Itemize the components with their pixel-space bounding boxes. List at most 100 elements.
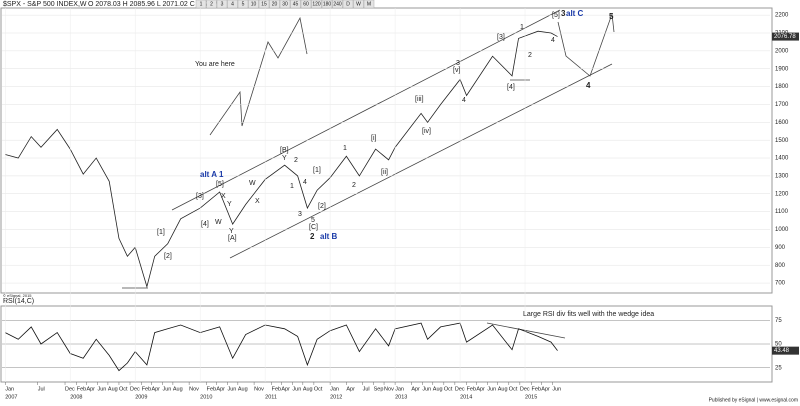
x-tick-label: Aug (108, 386, 118, 392)
interval-label[interactable]: M (367, 2, 371, 8)
interval-label[interactable]: D (346, 2, 350, 8)
symbol: $SPX - S&P 500 INDEX,W (3, 1, 87, 8)
y-tick-label: 1300 (775, 173, 789, 179)
x-tick-label: Jul (363, 386, 370, 392)
interval-label[interactable]: 180 (323, 2, 332, 8)
wave-label: [5] (216, 181, 224, 188)
x-tick-label: Jun (552, 386, 561, 392)
y-tick-label: 700 (775, 281, 786, 287)
interval-button[interactable] (237, 0, 249, 9)
wave-label: 4 (303, 179, 307, 186)
interval-label[interactable]: 4 (231, 2, 234, 8)
x-tick-label: Oct (509, 386, 518, 392)
wave-label: [i] (371, 135, 377, 142)
wave-label: 4 (551, 37, 555, 44)
wave-label: 4 (462, 97, 466, 104)
wave-label: You are here (195, 61, 235, 68)
interval-button[interactable] (248, 0, 259, 9)
wave-label: [C] (309, 224, 318, 231)
interval-button[interactable] (353, 0, 364, 9)
x-tick-label: Jun (162, 386, 171, 392)
wave-label: 3 (298, 211, 302, 218)
quote: O 2078.03 H 2085.96 L 2071.02 C 2076.79 (88, 1, 222, 8)
copyright: © eSignal, 2015 (3, 293, 32, 298)
interval-label[interactable]: W (356, 2, 361, 8)
you-are-here-path (209, 16, 308, 136)
x-tick-label: Feb (532, 386, 541, 392)
interval-label[interactable]: 120 (312, 2, 321, 8)
interval-label[interactable]: 15 (261, 2, 267, 8)
interval-button[interactable] (332, 0, 343, 9)
y-tick-label: 25 (775, 365, 782, 371)
interval-label[interactable]: 3 (221, 2, 224, 8)
year-label: 2007 (5, 394, 17, 400)
x-tick-label: Jun (98, 386, 107, 392)
wave-label: [ii] (381, 169, 388, 176)
interval-label[interactable]: 45 (293, 2, 299, 8)
x-tick-label: Aug (303, 386, 313, 392)
wave-label: [iv] (422, 128, 431, 135)
channel-upper (171, 9, 561, 211)
x-tick-label: Feb (467, 386, 476, 392)
y-tick-label: 1200 (775, 191, 789, 197)
x-tick-label: Aug (498, 386, 508, 392)
y-tick-label: 2000 (775, 48, 789, 54)
wave-label: [A] (228, 235, 237, 242)
interval-button[interactable] (195, 0, 207, 9)
interval-label[interactable]: 10 (251, 2, 257, 8)
interval-label[interactable]: 20 (272, 2, 278, 8)
wave-label: 2 (310, 232, 315, 241)
interval-label[interactable]: 30 (282, 2, 288, 8)
wave-label: 1 (290, 183, 294, 190)
wave-label: [iii] (415, 96, 424, 103)
y-tick-label: 1900 (775, 66, 789, 72)
interval-button[interactable] (206, 0, 217, 9)
interval-label[interactable]: 1 (200, 2, 203, 8)
interval-label[interactable]: 2 (210, 2, 213, 8)
x-tick-label: Aug (238, 386, 248, 392)
year-label: 2009 (135, 394, 147, 400)
interval-button[interactable] (300, 0, 312, 9)
interval-button[interactable] (258, 0, 270, 9)
interval-button[interactable] (279, 0, 291, 9)
x-tick-label: Oct (119, 386, 128, 392)
x-tick-label: Jan (395, 386, 404, 392)
interval-button[interactable] (363, 0, 375, 9)
x-tick-label: Apr (346, 386, 355, 392)
interval-button[interactable] (227, 0, 238, 9)
wave-label: 4 (586, 81, 591, 90)
projection-path (557, 13, 615, 77)
wave-label: Y (282, 155, 287, 162)
interval-button[interactable] (290, 0, 301, 9)
x-tick-label: Nov (254, 386, 264, 392)
x-tick-label: Apr (216, 386, 225, 392)
rsi-trendline (486, 322, 566, 339)
interval-button[interactable] (269, 0, 280, 9)
rsi-value-box (772, 346, 799, 355)
interval-button[interactable] (216, 0, 228, 9)
price-line (5, 322, 558, 372)
y-tick-label: 75 (775, 318, 782, 324)
interval-button[interactable] (321, 0, 333, 9)
x-tick-label: Apr (281, 386, 290, 392)
interval-label[interactable]: 5 (242, 2, 245, 8)
interval-label[interactable]: 60 (303, 2, 309, 8)
wave-label: 2 (528, 52, 532, 59)
x-tick-label: Jun (227, 386, 236, 392)
y-tick-label: 1500 (775, 138, 789, 144)
interval-button[interactable] (342, 0, 354, 9)
interval-button[interactable] (311, 0, 322, 9)
interval-label[interactable]: 240 (333, 2, 342, 8)
year-label: 2010 (200, 394, 212, 400)
year-label: 2015 (525, 394, 537, 400)
wave-label: [2] (318, 203, 326, 210)
x-tick-label: Jun (292, 386, 301, 392)
y-tick-label: 50 (775, 342, 782, 348)
x-tick-label: Apr (151, 386, 160, 392)
x-tick-label: Apr (476, 386, 485, 392)
wave-label: [2] (164, 253, 172, 260)
x-tick-label: Dec (130, 386, 140, 392)
y-tick-label: 2200 (775, 13, 789, 19)
x-tick-label: Jan (330, 386, 339, 392)
